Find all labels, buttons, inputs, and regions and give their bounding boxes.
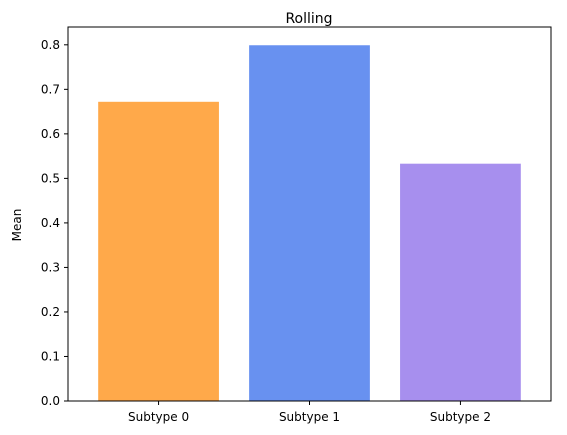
y-tick-label: 0.4 [41,216,60,230]
y-tick-label: 0.5 [41,171,60,185]
y-axis-label: Mean [10,209,24,242]
y-tick-label: 0.8 [41,38,60,52]
y-tick-label: 0.1 [41,349,60,363]
y-tick-label: 0.6 [41,127,60,141]
y-tick-label: 0.2 [41,305,60,319]
bar-subtype-1 [249,45,370,401]
y-tick-label: 0.0 [41,394,60,408]
x-tick-label: Subtype 1 [279,410,340,424]
y-tick-label: 0.7 [41,82,60,96]
y-tick-label: 0.3 [41,260,60,274]
plot-frame [67,26,552,402]
x-tick-label: Subtype 0 [128,410,189,424]
chart-title: Rolling [285,11,332,27]
x-tick-label: Subtype 2 [430,410,491,424]
bar-subtype-2 [400,163,521,401]
bar-subtype-0 [98,101,219,402]
